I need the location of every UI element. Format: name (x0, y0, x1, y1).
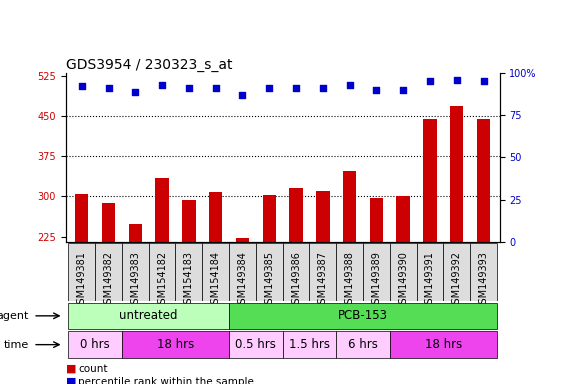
FancyBboxPatch shape (283, 243, 309, 301)
Point (238, 92, 247, 98)
Text: GSM149385: GSM149385 (264, 251, 274, 310)
Point (399, 87, 408, 93)
Text: GSM149382: GSM149382 (103, 251, 114, 310)
FancyBboxPatch shape (148, 243, 175, 301)
Text: GSM149388: GSM149388 (345, 251, 355, 310)
Text: GSM149390: GSM149390 (398, 251, 408, 310)
Bar (128, 224, 142, 357)
FancyBboxPatch shape (69, 243, 95, 301)
Text: GSM149381: GSM149381 (77, 251, 87, 310)
Point (318, 85, 327, 91)
FancyBboxPatch shape (470, 243, 497, 301)
Bar (75, 194, 89, 357)
Text: GSM149384: GSM149384 (238, 251, 247, 310)
Text: GSM154183: GSM154183 (184, 251, 194, 310)
Point (104, 85, 113, 91)
Point (211, 85, 220, 91)
FancyBboxPatch shape (390, 243, 417, 301)
Bar (477, 119, 490, 357)
Bar (450, 106, 464, 357)
FancyBboxPatch shape (95, 243, 122, 301)
Text: GSM149391: GSM149391 (425, 251, 435, 310)
Text: GDS3954 / 230323_s_at: GDS3954 / 230323_s_at (66, 58, 232, 72)
Text: 1.5 hrs: 1.5 hrs (289, 338, 330, 351)
Text: GSM149393: GSM149393 (478, 251, 489, 310)
Point (291, 85, 300, 91)
Point (184, 85, 194, 91)
Text: GSM149383: GSM149383 (130, 251, 140, 310)
Text: 6 hrs: 6 hrs (348, 338, 378, 351)
Text: GSM149392: GSM149392 (452, 251, 462, 310)
Point (372, 87, 381, 93)
Bar (209, 192, 222, 357)
Point (425, 78, 435, 84)
FancyBboxPatch shape (229, 303, 497, 329)
Text: GSM149389: GSM149389 (371, 251, 381, 310)
Text: ■: ■ (66, 364, 76, 374)
Text: 0.5 hrs: 0.5 hrs (235, 338, 276, 351)
FancyBboxPatch shape (336, 331, 390, 358)
Text: 18 hrs: 18 hrs (157, 338, 194, 351)
Bar (155, 177, 169, 357)
Text: agent: agent (0, 311, 29, 321)
FancyBboxPatch shape (363, 243, 390, 301)
Bar (102, 203, 115, 357)
Text: 0 hrs: 0 hrs (81, 338, 110, 351)
Text: GSM149386: GSM149386 (291, 251, 301, 310)
FancyBboxPatch shape (256, 243, 283, 301)
Text: PCB-153: PCB-153 (338, 310, 388, 322)
FancyBboxPatch shape (122, 243, 148, 301)
Text: GSM154182: GSM154182 (157, 251, 167, 310)
Text: percentile rank within the sample: percentile rank within the sample (78, 377, 254, 384)
FancyBboxPatch shape (122, 331, 229, 358)
Bar (263, 195, 276, 357)
Bar (182, 200, 196, 357)
Text: 18 hrs: 18 hrs (425, 338, 462, 351)
Text: ■: ■ (66, 377, 76, 384)
Point (131, 88, 140, 94)
Point (452, 77, 461, 83)
Bar (316, 191, 329, 357)
FancyBboxPatch shape (229, 331, 283, 358)
Text: time: time (3, 339, 29, 350)
Text: untreated: untreated (119, 310, 178, 322)
Text: GSM154184: GSM154184 (211, 251, 220, 310)
FancyBboxPatch shape (175, 243, 202, 301)
Point (158, 82, 167, 88)
Point (345, 82, 354, 88)
FancyBboxPatch shape (443, 243, 470, 301)
Bar (423, 119, 437, 357)
FancyBboxPatch shape (336, 243, 363, 301)
Bar (369, 199, 383, 357)
Bar (289, 188, 303, 357)
FancyBboxPatch shape (202, 243, 229, 301)
Text: GSM149387: GSM149387 (318, 251, 328, 310)
Bar (236, 238, 249, 357)
FancyBboxPatch shape (69, 331, 122, 358)
Point (265, 85, 274, 91)
FancyBboxPatch shape (283, 331, 336, 358)
Point (77, 83, 86, 89)
FancyBboxPatch shape (309, 243, 336, 301)
Point (479, 78, 488, 84)
FancyBboxPatch shape (229, 243, 256, 301)
Bar (343, 170, 356, 357)
FancyBboxPatch shape (69, 303, 229, 329)
Bar (396, 196, 410, 357)
Text: count: count (78, 364, 108, 374)
FancyBboxPatch shape (417, 243, 443, 301)
FancyBboxPatch shape (390, 331, 497, 358)
